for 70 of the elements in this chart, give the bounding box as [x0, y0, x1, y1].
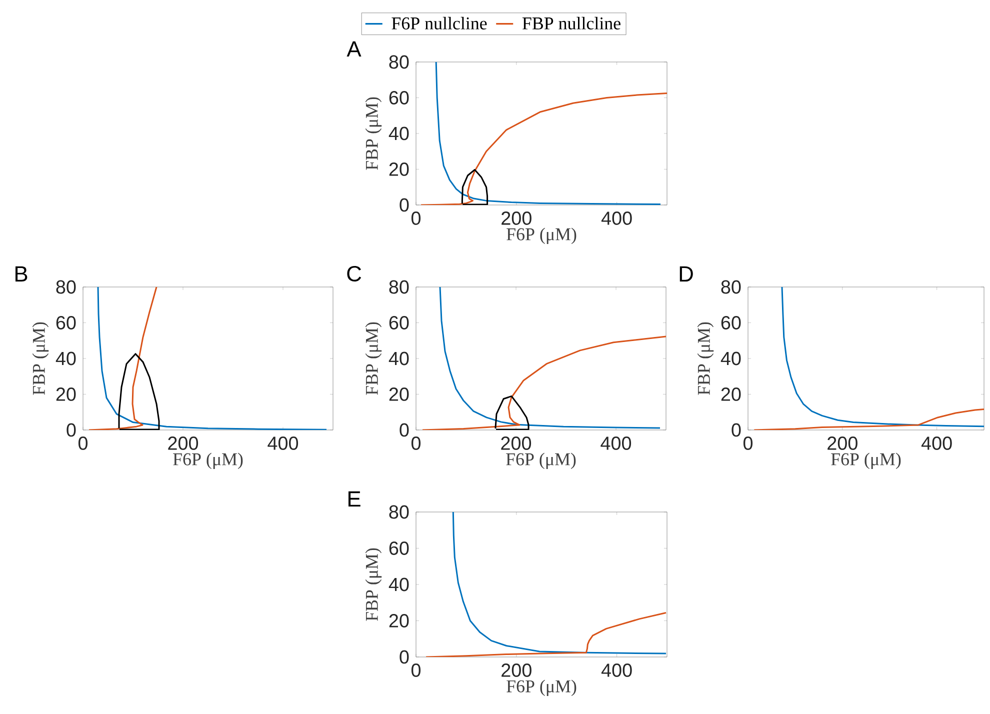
y-axis-title: FBP (μM) [365, 548, 382, 621]
y-tick-label: 60 [56, 316, 76, 330]
line-series [753, 408, 984, 430]
line-series [781, 286, 984, 428]
x-tick-label: 0 [411, 212, 421, 225]
y-tick-label: 20 [389, 388, 409, 401]
x-tick-label: 400 [601, 664, 632, 677]
line-series [461, 169, 488, 205]
y-tick-label: 20 [721, 388, 741, 401]
y-tick-label: 0 [400, 423, 409, 437]
chart-title: E [348, 491, 360, 506]
line-series [118, 353, 160, 430]
y-tick-label: 0 [400, 650, 409, 664]
x-tick-label: 0 [78, 436, 88, 450]
legend-label: FBP nullcline [522, 16, 620, 30]
x-tick-label: 400 [921, 436, 952, 450]
line-series [88, 286, 158, 430]
y-tick-label: 80 [389, 505, 409, 519]
y-tick-label: 20 [389, 614, 409, 628]
y-axis-title: FBP (μM) [697, 322, 714, 395]
y-tick-label: 40 [56, 352, 76, 366]
y-tick-label: 40 [388, 352, 409, 366]
x-axis-title: F6P (μM) [506, 228, 576, 244]
x-axis-title: F6P (μM) [831, 452, 901, 470]
y-tick-label: 0 [400, 198, 409, 212]
x-tick-label: 0 [411, 436, 421, 450]
y-tick-label: 40 [388, 126, 409, 140]
y-tick-label: 80 [389, 280, 409, 294]
y-tick-label: 0 [66, 423, 76, 437]
x-tick-label: 400 [268, 436, 298, 450]
y-tick-label: 80 [721, 280, 741, 294]
x-axis-title: F6P (μM) [173, 452, 243, 470]
chart-title: D [680, 266, 693, 282]
y-tick-label: 60 [721, 316, 741, 330]
y-tick-label: 80 [56, 280, 76, 294]
y-axis-title: FBP (μM) [365, 322, 382, 395]
y-tick-label: 60 [389, 91, 409, 104]
y-axis-title: FBP (μM) [365, 97, 382, 170]
line-series [494, 395, 530, 430]
x-tick-label: 200 [501, 436, 532, 450]
x-tick-label: 200 [828, 436, 858, 450]
line-series [420, 92, 668, 205]
y-tick-label: 60 [389, 316, 409, 330]
x-tick-label: 400 [601, 212, 632, 225]
y-tick-label: 40 [720, 352, 741, 366]
x-tick-label: 400 [600, 436, 632, 450]
y-axis-title: FBP (μM) [32, 322, 49, 395]
x-tick-label: 0 [411, 664, 421, 677]
x-tick-label: 200 [502, 664, 532, 677]
legend-label: F6P nullcline [392, 16, 487, 30]
y-tick-label: 80 [389, 55, 409, 69]
x-axis-title: F6P (μM) [506, 680, 576, 696]
line-series [439, 286, 661, 429]
chart-title: B [15, 266, 28, 282]
x-tick-label: 200 [168, 436, 198, 450]
x-tick-label: 0 [743, 436, 753, 450]
line-series [435, 62, 662, 205]
line-series [425, 612, 667, 657]
y-tick-label: 20 [56, 388, 76, 401]
line-series [97, 286, 328, 430]
x-tick-label: 200 [502, 212, 532, 225]
x-axis-title: F6P (μM) [506, 452, 576, 470]
y-tick-label: 0 [732, 423, 741, 437]
y-tick-label: 40 [388, 578, 409, 592]
y-tick-label: 20 [389, 162, 409, 176]
line-series [422, 336, 666, 430]
y-tick-label: 60 [389, 542, 409, 555]
chart-title: A [346, 41, 362, 56]
chart-title: C [347, 266, 362, 282]
line-series [452, 512, 667, 654]
